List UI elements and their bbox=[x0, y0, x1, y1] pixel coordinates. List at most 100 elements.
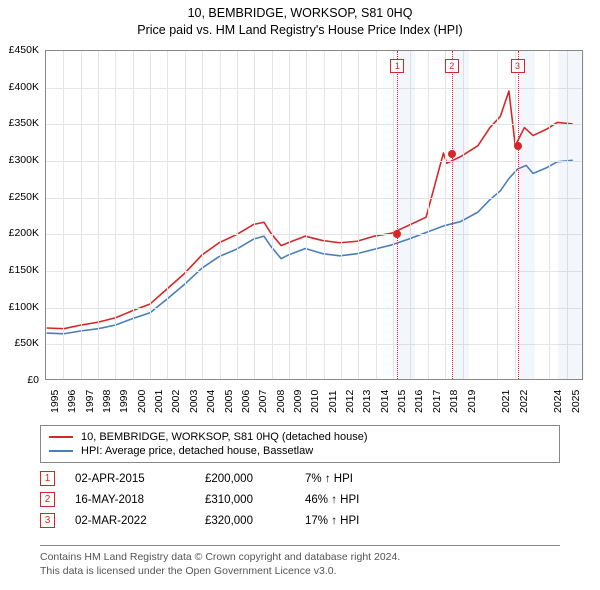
x-axis-label: 2016 bbox=[413, 390, 425, 413]
sale-date: 02-APR-2015 bbox=[75, 473, 185, 485]
footer-attribution: Contains HM Land Registry data © Crown c… bbox=[40, 545, 560, 578]
legend-swatch bbox=[49, 450, 73, 452]
gridline-v bbox=[289, 51, 290, 379]
gridline-v bbox=[115, 51, 116, 379]
y-axis-label: £100K bbox=[9, 301, 39, 313]
y-axis-label: £350K bbox=[9, 117, 39, 129]
title-subtitle: Price paid vs. HM Land Registry's House … bbox=[0, 23, 600, 37]
gridline-h bbox=[46, 271, 582, 272]
x-axis-label: 2017 bbox=[431, 390, 443, 413]
gridline-v bbox=[341, 51, 342, 379]
x-axis-label: 1999 bbox=[118, 390, 130, 413]
chart-marker: 1 bbox=[390, 59, 404, 73]
sale-dot bbox=[448, 150, 456, 158]
gridline-h bbox=[46, 88, 582, 89]
legend-box: 10, BEMBRIDGE, WORKSOP, S81 0HQ (detache… bbox=[40, 425, 560, 463]
x-axis-label: 1996 bbox=[66, 390, 78, 413]
gridline-v bbox=[133, 51, 134, 379]
gridline-v bbox=[358, 51, 359, 379]
x-axis-label: 2022 bbox=[518, 390, 530, 413]
sale-marker: 2 bbox=[40, 492, 55, 507]
x-axis-label: 2011 bbox=[327, 390, 339, 413]
x-axis-label: 1998 bbox=[101, 390, 113, 413]
gridline-v bbox=[428, 51, 429, 379]
gridline-h bbox=[46, 344, 582, 345]
chart-lines-svg bbox=[46, 51, 582, 379]
x-axis-label: 2019 bbox=[466, 390, 478, 413]
legend-label: HPI: Average price, detached house, Bass… bbox=[81, 445, 313, 457]
legend-swatch bbox=[49, 436, 73, 438]
gridline-v bbox=[393, 51, 394, 379]
gridline-h bbox=[46, 234, 582, 235]
title-address: 10, BEMBRIDGE, WORKSOP, S81 0HQ bbox=[0, 6, 600, 20]
shaded-band bbox=[518, 51, 535, 379]
y-axis-label: £200K bbox=[9, 227, 39, 239]
x-axis-label: 2003 bbox=[188, 390, 200, 413]
x-axis-label: 2001 bbox=[153, 390, 165, 413]
y-axis-label: £400K bbox=[9, 81, 39, 93]
sale-date: 16-MAY-2018 bbox=[75, 494, 185, 506]
x-axis-label: 2007 bbox=[257, 390, 269, 413]
y-axis-label: £300K bbox=[9, 154, 39, 166]
y-axis-label: £450K bbox=[9, 44, 39, 56]
x-axis-label: 2002 bbox=[170, 390, 182, 413]
x-axis-label: 2025 bbox=[570, 390, 582, 413]
y-axis-label: £250K bbox=[9, 191, 39, 203]
shaded-band bbox=[397, 51, 414, 379]
sale-vline bbox=[518, 51, 519, 379]
gridline-h bbox=[46, 161, 582, 162]
y-axis-label: £150K bbox=[9, 264, 39, 276]
sale-marker: 1 bbox=[40, 471, 55, 486]
sale-dot bbox=[514, 142, 522, 150]
sale-pct: 17% ↑ HPI bbox=[305, 515, 405, 527]
sale-pct: 46% ↑ HPI bbox=[305, 494, 405, 506]
gridline-h bbox=[46, 198, 582, 199]
x-axis-label: 2005 bbox=[223, 390, 235, 413]
y-axis-labels: £0£50K£100K£150K£200K£250K£300K£350K£400… bbox=[0, 50, 42, 380]
x-axis-label: 2018 bbox=[448, 390, 460, 413]
x-axis-label: 2024 bbox=[552, 390, 564, 413]
x-axis-label: 1995 bbox=[49, 390, 61, 413]
x-axis-label: 2021 bbox=[500, 390, 512, 413]
gridline-h bbox=[46, 308, 582, 309]
gridline-v bbox=[202, 51, 203, 379]
x-axis-label: 2010 bbox=[309, 390, 321, 413]
gridline-h bbox=[46, 124, 582, 125]
gridline-v bbox=[272, 51, 273, 379]
chart-marker: 2 bbox=[445, 59, 459, 73]
series-line-price_paid bbox=[47, 91, 573, 329]
footer-line2: This data is licensed under the Open Gov… bbox=[40, 564, 560, 578]
gridline-v bbox=[150, 51, 151, 379]
x-axis-label: 2006 bbox=[240, 390, 252, 413]
sale-price: £310,000 bbox=[205, 494, 285, 506]
sale-vline bbox=[452, 51, 453, 379]
legend-item: 10, BEMBRIDGE, WORKSOP, S81 0HQ (detache… bbox=[49, 430, 551, 444]
gridline-v bbox=[98, 51, 99, 379]
footer-line1: Contains HM Land Registry data © Crown c… bbox=[40, 550, 560, 564]
gridline-v bbox=[549, 51, 550, 379]
x-axis-label: 2015 bbox=[396, 390, 408, 413]
gridline-v bbox=[324, 51, 325, 379]
gridline-v bbox=[497, 51, 498, 379]
sale-marker: 3 bbox=[40, 513, 55, 528]
sale-row: 1 02-APR-2015 £200,000 7% ↑ HPI bbox=[40, 468, 560, 489]
gridline-v bbox=[515, 51, 516, 379]
sale-price: £200,000 bbox=[205, 473, 285, 485]
sale-dot bbox=[393, 230, 401, 238]
shaded-band bbox=[452, 51, 469, 379]
gridline-v bbox=[376, 51, 377, 379]
x-axis-label: 2008 bbox=[275, 390, 287, 413]
gridline-v bbox=[220, 51, 221, 379]
x-axis-label: 2013 bbox=[361, 390, 373, 413]
x-axis-label: 1997 bbox=[84, 390, 96, 413]
gridline-v bbox=[185, 51, 186, 379]
sale-date: 02-MAR-2022 bbox=[75, 515, 185, 527]
gridline-v bbox=[63, 51, 64, 379]
sale-vline bbox=[397, 51, 398, 379]
sale-row: 3 02-MAR-2022 £320,000 17% ↑ HPI bbox=[40, 510, 560, 531]
sale-pct: 7% ↑ HPI bbox=[305, 473, 405, 485]
x-axis-labels: 1995199619971998199920002001200220032004… bbox=[45, 383, 583, 423]
sale-price: £320,000 bbox=[205, 515, 285, 527]
y-axis-label: £0 bbox=[27, 374, 39, 386]
chart-marker: 3 bbox=[511, 59, 525, 73]
